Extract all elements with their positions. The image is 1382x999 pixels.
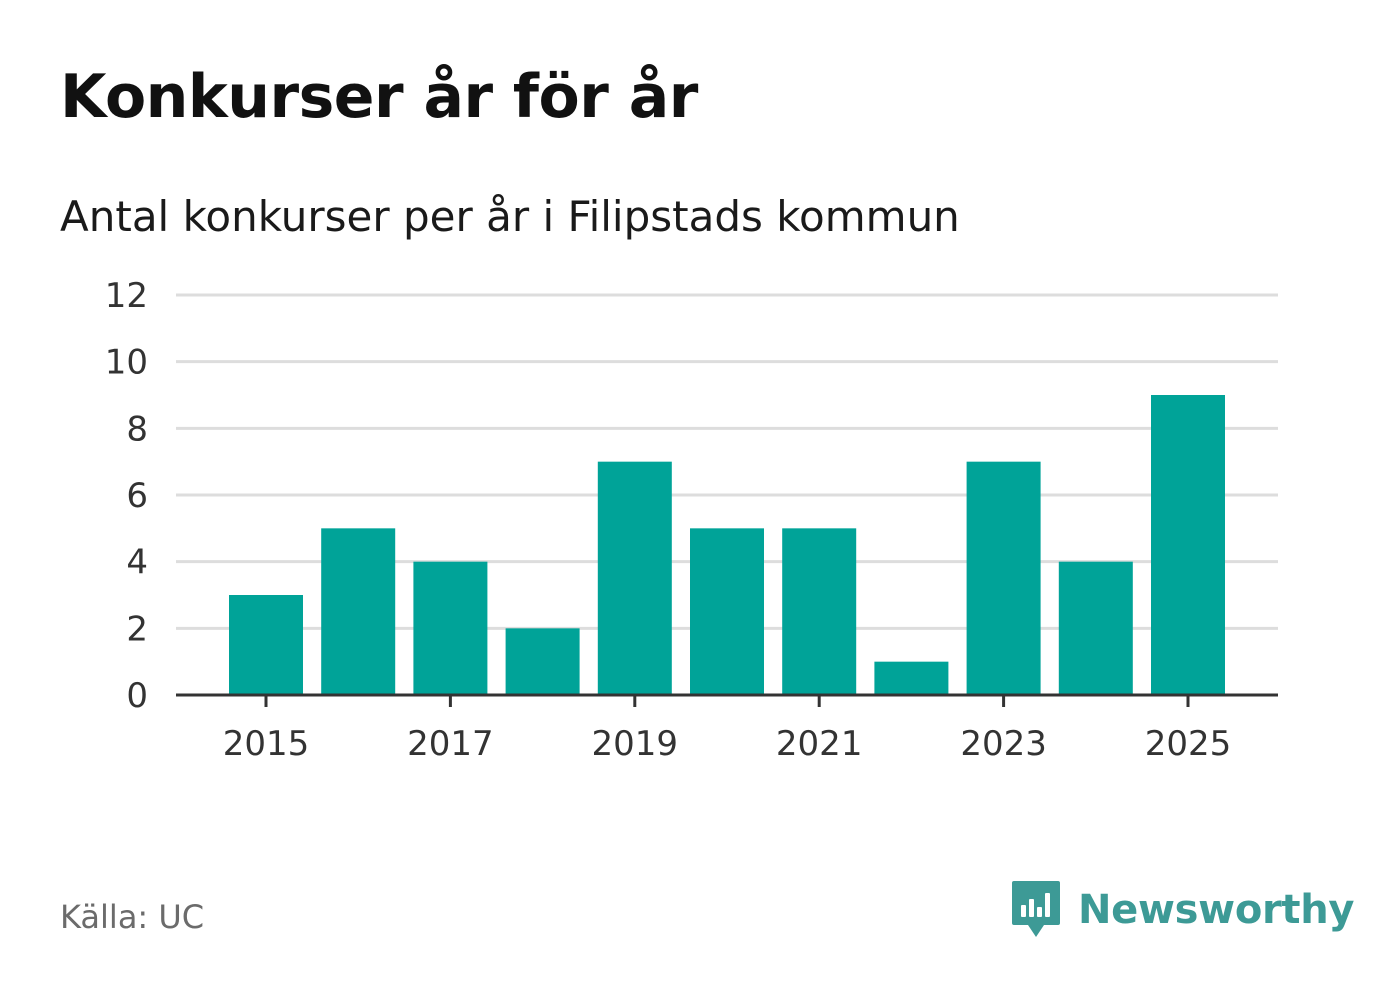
brand-logo: Newsworthy: [1010, 878, 1355, 942]
y-tick-label: 12: [105, 276, 148, 316]
bar-2024: [1058, 561, 1133, 695]
x-tick-label: 2015: [223, 724, 310, 764]
bar-2023: [966, 461, 1041, 695]
bar-2020: [690, 528, 764, 695]
x-tick-label: 2021: [776, 724, 863, 764]
bar-2021: [782, 528, 857, 695]
bar-2019: [597, 461, 672, 695]
bar-2022: [874, 661, 949, 695]
brand-name: Newsworthy: [1078, 887, 1355, 933]
y-tick-label: 10: [105, 343, 148, 383]
chart-subtitle: Antal konkurser per år i Filipstads komm…: [60, 192, 960, 241]
bar-chart: 0 2 4 6 8 10 12 2015 2017 2019 2021 2023 2025: [105, 276, 1278, 764]
bar-2015: [229, 595, 303, 695]
x-tick-label: 2017: [407, 724, 494, 764]
y-tick-label: 8: [126, 409, 148, 449]
source-note: Källa: UC: [60, 898, 205, 936]
y-tick-label: 4: [126, 543, 148, 583]
newsworthy-logo-icon: [1012, 881, 1060, 937]
y-tick-label: 6: [126, 476, 148, 516]
x-axis-ticks: 2015 2017 2019 2021 2023 2025: [223, 695, 1232, 764]
bar-2016: [321, 528, 396, 695]
x-tick-label: 2019: [592, 724, 679, 764]
bar-2025: [1151, 395, 1225, 695]
chart-title: Konkurser år för år: [60, 62, 698, 132]
bars: [229, 395, 1225, 695]
y-tick-label: 0: [126, 676, 148, 716]
x-tick-label: 2023: [960, 724, 1047, 764]
y-axis-ticks: 0 2 4 6 8 10 12: [105, 276, 148, 716]
bar-2018: [505, 628, 580, 695]
bar-2017: [413, 561, 488, 695]
y-tick-label: 2: [126, 609, 148, 649]
x-tick-label: 2025: [1145, 724, 1232, 764]
